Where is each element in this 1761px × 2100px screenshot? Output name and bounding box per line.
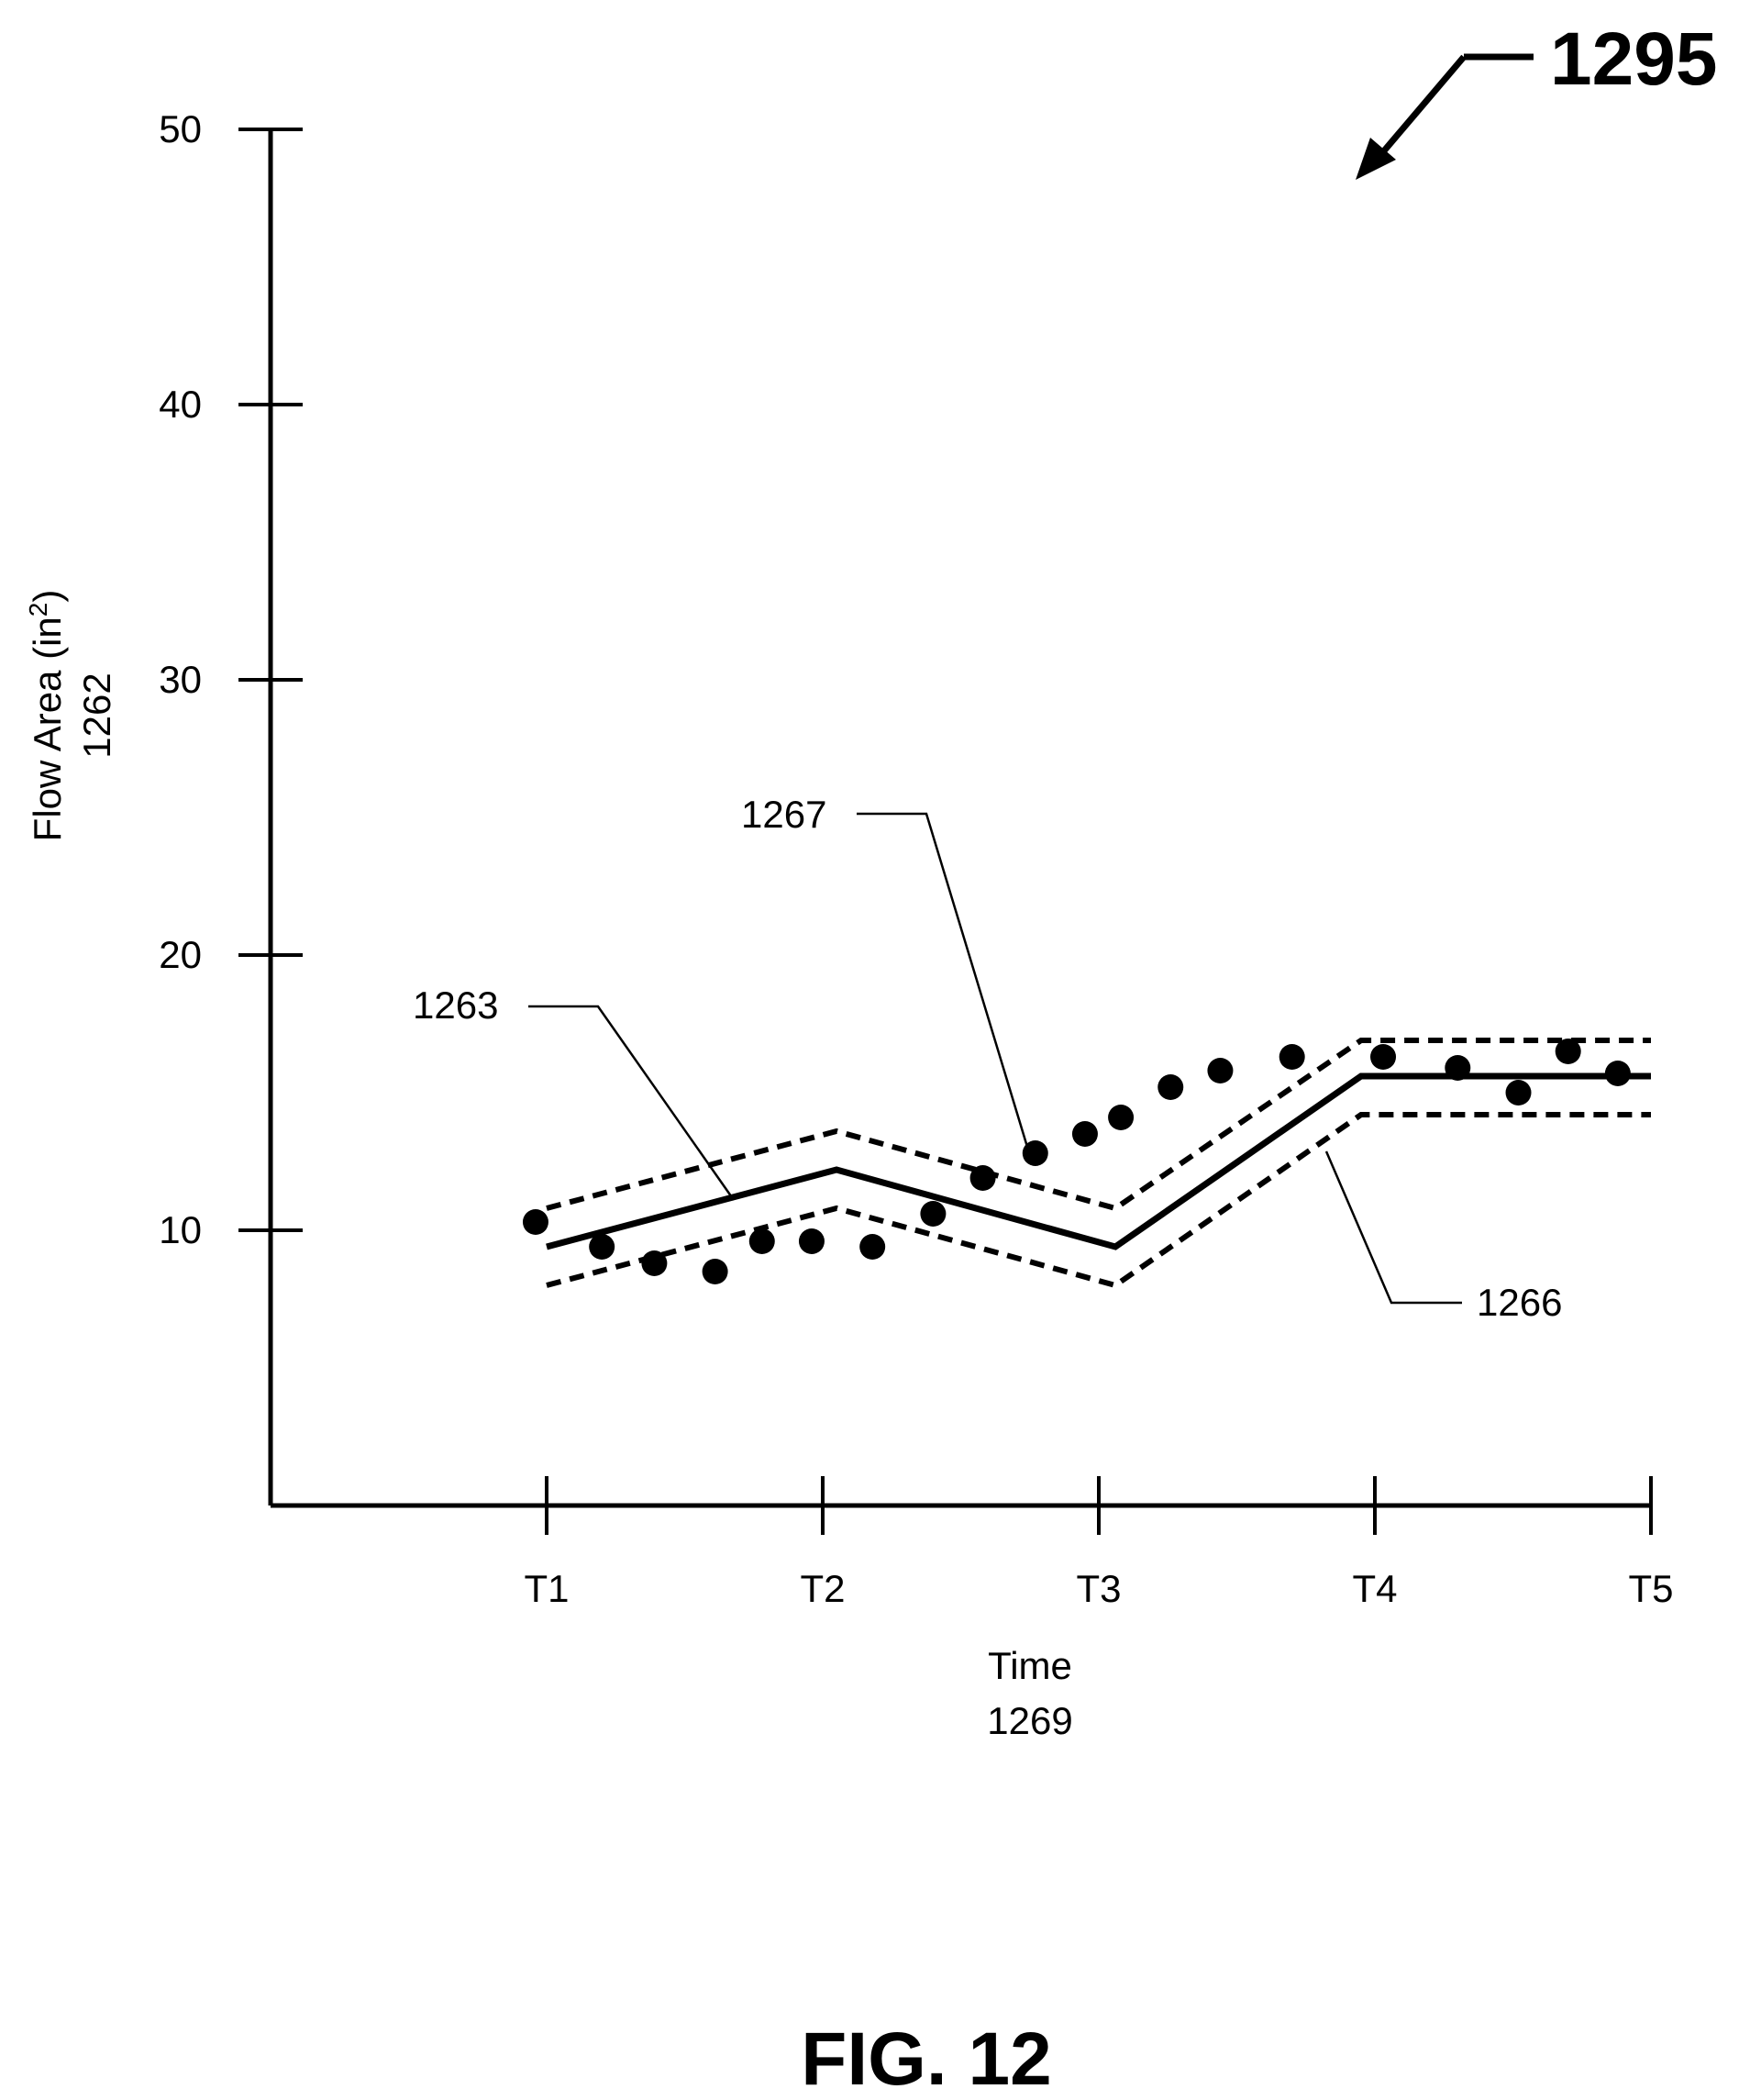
leader-line-1263 [528, 1005, 736, 1201]
x-axis-title: Time [988, 1644, 1072, 1687]
reference-label-1267: 1267 [741, 793, 826, 836]
figure-arrow-head [1356, 138, 1396, 180]
data-point-14 [1279, 1044, 1305, 1070]
data-point-17 [1505, 1080, 1532, 1106]
x-tick-label-T1: T1 [524, 1567, 569, 1610]
y-tick-label-30: 30 [159, 658, 202, 701]
x-tick-label-T3: T3 [1076, 1567, 1121, 1610]
leader-line-1267 [857, 812, 1029, 1148]
reference-label-1266: 1266 [1477, 1281, 1562, 1324]
data-point-9 [1022, 1140, 1048, 1166]
data-point-4 [748, 1228, 775, 1254]
x-tick-label-T5: T5 [1628, 1567, 1673, 1610]
figure-reference-number: 1295 [1550, 17, 1717, 101]
data-point-19 [1604, 1061, 1631, 1086]
data-point-12 [1157, 1074, 1184, 1100]
y-tick-label-40: 40 [159, 383, 202, 426]
y-tick-label-10: 10 [159, 1208, 202, 1251]
dashed-series-line-2 [546, 1112, 1651, 1289]
data-point-0 [522, 1209, 548, 1235]
data-point-10 [1071, 1121, 1098, 1147]
y-axis-title-main: Flow Area (in [26, 617, 69, 841]
y-axis-reference-number: 1262 [75, 672, 118, 758]
x-axis-reference-number: 1269 [987, 1699, 1072, 1742]
data-point-18 [1555, 1039, 1581, 1064]
plot-area: 10 20 30 40 50 T1 T2 T3 T4 T5 [159, 107, 1673, 1610]
y-tick-label-20: 20 [159, 933, 202, 976]
figure-arrow-shaft-diagonal [1373, 54, 1467, 163]
x-tick-label-T4: T4 [1352, 1567, 1397, 1610]
data-point-1 [589, 1234, 615, 1260]
data-point-7 [920, 1201, 947, 1227]
leader-line-1266 [1324, 1150, 1462, 1305]
data-point-8 [969, 1165, 996, 1191]
data-point-5 [798, 1228, 825, 1254]
y-axis-title-close: ) [26, 590, 69, 603]
y-axis-title: Flow Area (in2) [24, 590, 70, 842]
y-axis-title-superscript: 2 [24, 603, 52, 617]
reference-label-1263: 1263 [413, 983, 498, 1027]
figure-caption: FIG. 12 [801, 2017, 1051, 2100]
data-point-16 [1445, 1055, 1471, 1081]
data-point-13 [1207, 1058, 1234, 1083]
y-tick-label-50: 50 [159, 107, 202, 150]
data-point-2 [641, 1250, 668, 1276]
data-point-15 [1370, 1044, 1397, 1070]
data-point-6 [859, 1234, 886, 1260]
data-point-3 [702, 1259, 728, 1284]
dashed-series-line-1 [546, 1038, 1651, 1212]
data-point-11 [1108, 1105, 1135, 1130]
x-tick-label-T2: T2 [800, 1567, 845, 1610]
